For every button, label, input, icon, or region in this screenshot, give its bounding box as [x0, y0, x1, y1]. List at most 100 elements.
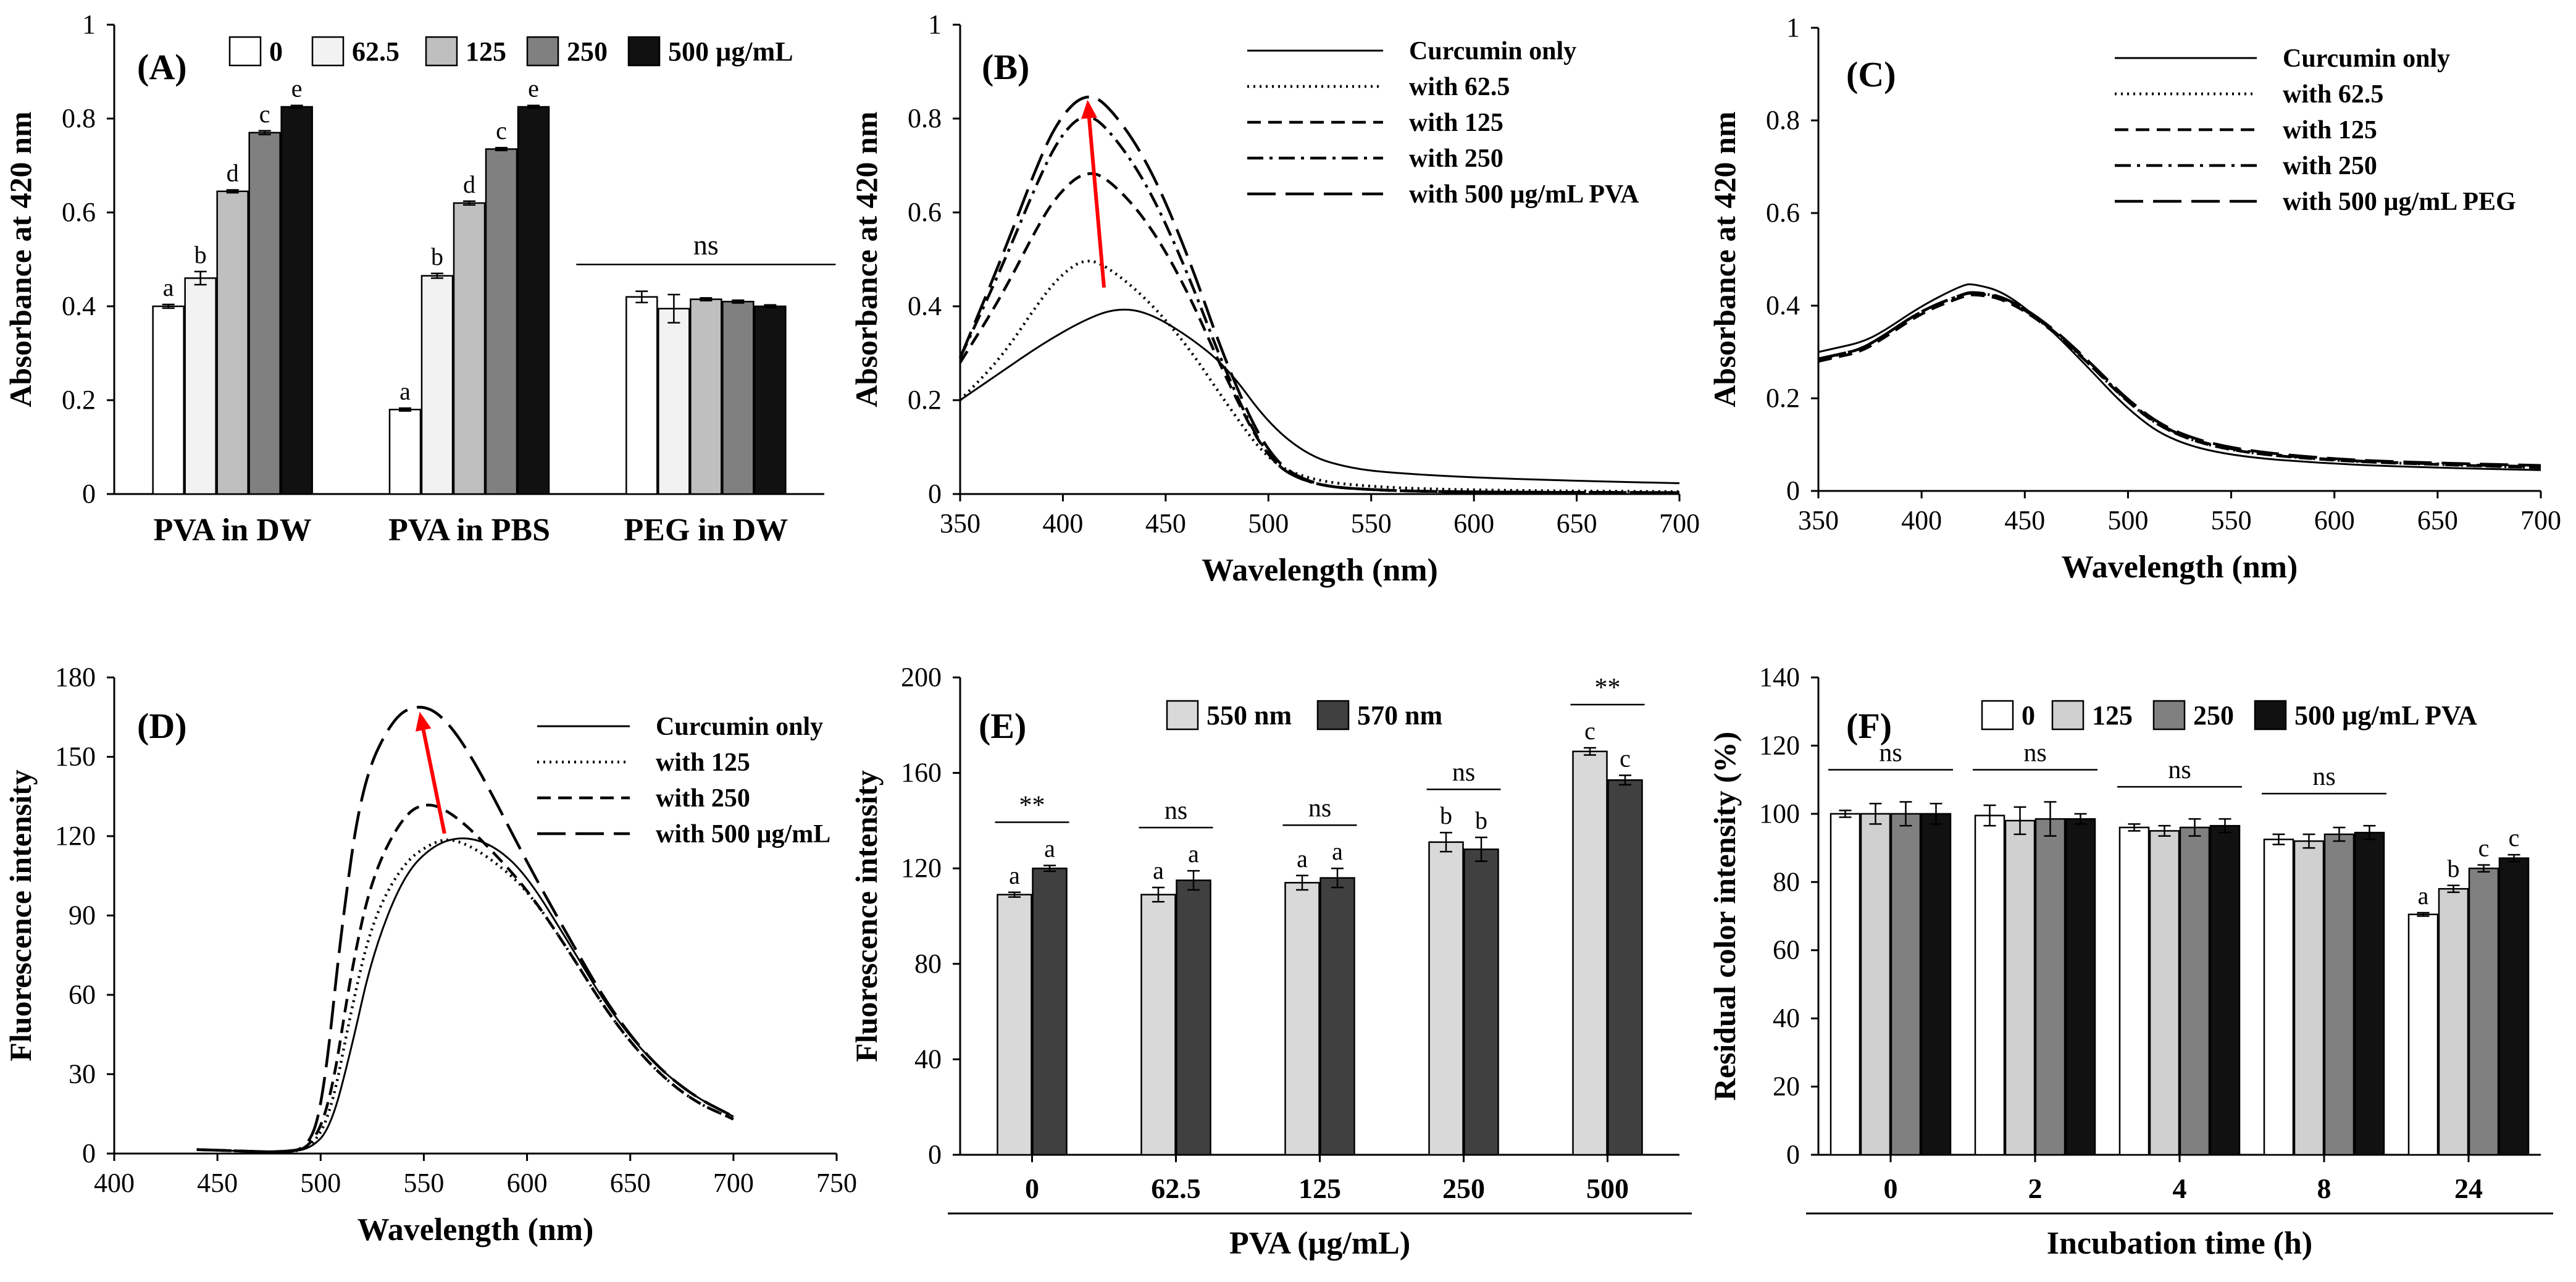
bar: [2118, 826, 2150, 1156]
bar: [1890, 813, 1922, 1156]
significance-letter: d: [227, 159, 239, 187]
significance-label: ns: [1165, 797, 1187, 825]
y-axis: 0 30 60 90 120 150 180 Fluorescence intensity: [3, 662, 115, 1168]
legend-label: 125: [466, 36, 506, 67]
x-category-label: 8: [2317, 1173, 2331, 1204]
bar: [2293, 840, 2325, 1156]
x-tick-label: 500: [300, 1168, 341, 1198]
bar: [1607, 779, 1643, 1156]
x-tick-label: 350: [940, 508, 981, 538]
bar: [1428, 841, 1464, 1156]
y-tick-label: 80: [1773, 866, 1800, 897]
x-category-label: 250: [1442, 1173, 1485, 1204]
series-line: [196, 803, 734, 1154]
y-tick-label: 0: [1786, 1139, 1800, 1170]
x-tick-label: 350: [1798, 505, 1839, 535]
bar: [1319, 877, 1355, 1156]
legend: 550 nm 570 nm: [1166, 700, 1442, 731]
y-axis-label: Residual color intensity (%): [1707, 732, 1742, 1101]
significance-label: ns: [1308, 794, 1331, 823]
x-category-label: PVA in PBS: [388, 513, 550, 548]
y-tick-label: 40: [1773, 1003, 1800, 1033]
x-category-label: 0: [1884, 1173, 1898, 1204]
legend-label: with 125: [656, 748, 750, 777]
bar: [184, 277, 217, 495]
significance-letter: c: [259, 100, 270, 128]
panel-label: (D): [137, 706, 187, 746]
bar: [1860, 813, 1891, 1156]
y-tick-label: 0.6: [1766, 198, 1800, 228]
bar: [2004, 819, 2036, 1156]
legend-swatch: [2051, 700, 2085, 731]
x-category-label: 2: [2028, 1173, 2043, 1204]
bar: [2354, 831, 2385, 1156]
x-category-label: 4: [2173, 1173, 2187, 1204]
x-axis-label: Wavelength (nm): [2062, 550, 2298, 585]
significance-letter: c: [1584, 717, 1595, 745]
y-tick-label: 90: [69, 900, 96, 931]
significance-letter: a: [1009, 861, 1020, 889]
legend-label: with 250: [656, 784, 750, 813]
panel-label: (E): [979, 706, 1026, 746]
legend-label: 0: [269, 36, 283, 67]
bar: [722, 301, 755, 495]
y-tick-label: 0.2: [62, 385, 96, 415]
x-tick-label: 600: [507, 1168, 548, 1198]
significance-letter: b: [431, 243, 443, 270]
significance-label: ns: [2312, 763, 2335, 791]
x-tick-label: 400: [1901, 505, 1942, 535]
y-tick-label: 0.8: [1766, 105, 1800, 135]
bar: [2209, 824, 2241, 1156]
legend-label: 500 µg/mL PVA: [2294, 700, 2477, 731]
y-tick-label: 40: [914, 1044, 942, 1074]
y-axis-label: Absorbance at 420 nm: [1707, 111, 1742, 407]
legend-label: 250: [2193, 700, 2234, 731]
x-tick-label: 600: [2314, 505, 2355, 535]
significance-letter: e: [291, 75, 303, 103]
legend-label: with 250: [1409, 145, 1503, 173]
legend: Curcumin only with 125 with 250 with 500 µg…: [537, 713, 830, 848]
legend-label: with 500 µg/mL PEG: [2283, 188, 2516, 216]
bar: [2498, 857, 2530, 1156]
series-line: [958, 95, 1680, 494]
bar: [2065, 818, 2096, 1156]
legend-label: 500 µg/mL: [668, 36, 793, 67]
series-line: [959, 259, 1680, 493]
panel-label: (A): [137, 47, 187, 87]
y-axis-label: Fluorescence intensity: [3, 769, 38, 1062]
bar: [2407, 913, 2439, 1156]
arrow-head: [415, 711, 432, 732]
x-tick-label: 700: [713, 1168, 754, 1198]
bar: [1284, 882, 1320, 1156]
significance-label: ns: [1879, 739, 1902, 768]
legend-label: 570 nm: [1357, 700, 1442, 731]
significance-letter: a: [1297, 845, 1308, 873]
y-tick-label: 20: [1773, 1071, 1800, 1102]
significance-label: ns: [2023, 739, 2046, 768]
legend-label: 550 nm: [1206, 700, 1292, 731]
y-axis-label: Absorbance at 420 nm: [3, 111, 38, 407]
bar: [2179, 826, 2210, 1156]
bar: [2149, 830, 2180, 1156]
legend-swatch: [1981, 700, 2014, 731]
series-line: [196, 837, 734, 1153]
bar: [1830, 813, 1861, 1156]
line-group-B: 350 400 450 500 550 600 650 700 Wavelength (nm): [940, 95, 1700, 588]
bar: [1032, 867, 1068, 1156]
legend-label: Curcumin only: [2283, 44, 2450, 73]
significance-letter: b: [1475, 806, 1487, 834]
bar: [2034, 818, 2066, 1156]
legend-label: Curcumin only: [656, 713, 823, 741]
significance-label: **: [1595, 674, 1621, 702]
series-line: [960, 308, 1680, 485]
bar: [420, 275, 454, 495]
significance-letter: a: [1188, 840, 1199, 868]
y-tick-label: 0: [82, 479, 96, 509]
bar: [658, 308, 690, 495]
bar: [2323, 833, 2355, 1156]
significance-letter: d: [463, 170, 475, 198]
y-tick-label: 180: [55, 662, 96, 692]
line-group-C: 350 400 450 500 550 600 650 700 Wavelength (nm): [1798, 283, 2561, 585]
significance-letter: e: [528, 75, 539, 103]
